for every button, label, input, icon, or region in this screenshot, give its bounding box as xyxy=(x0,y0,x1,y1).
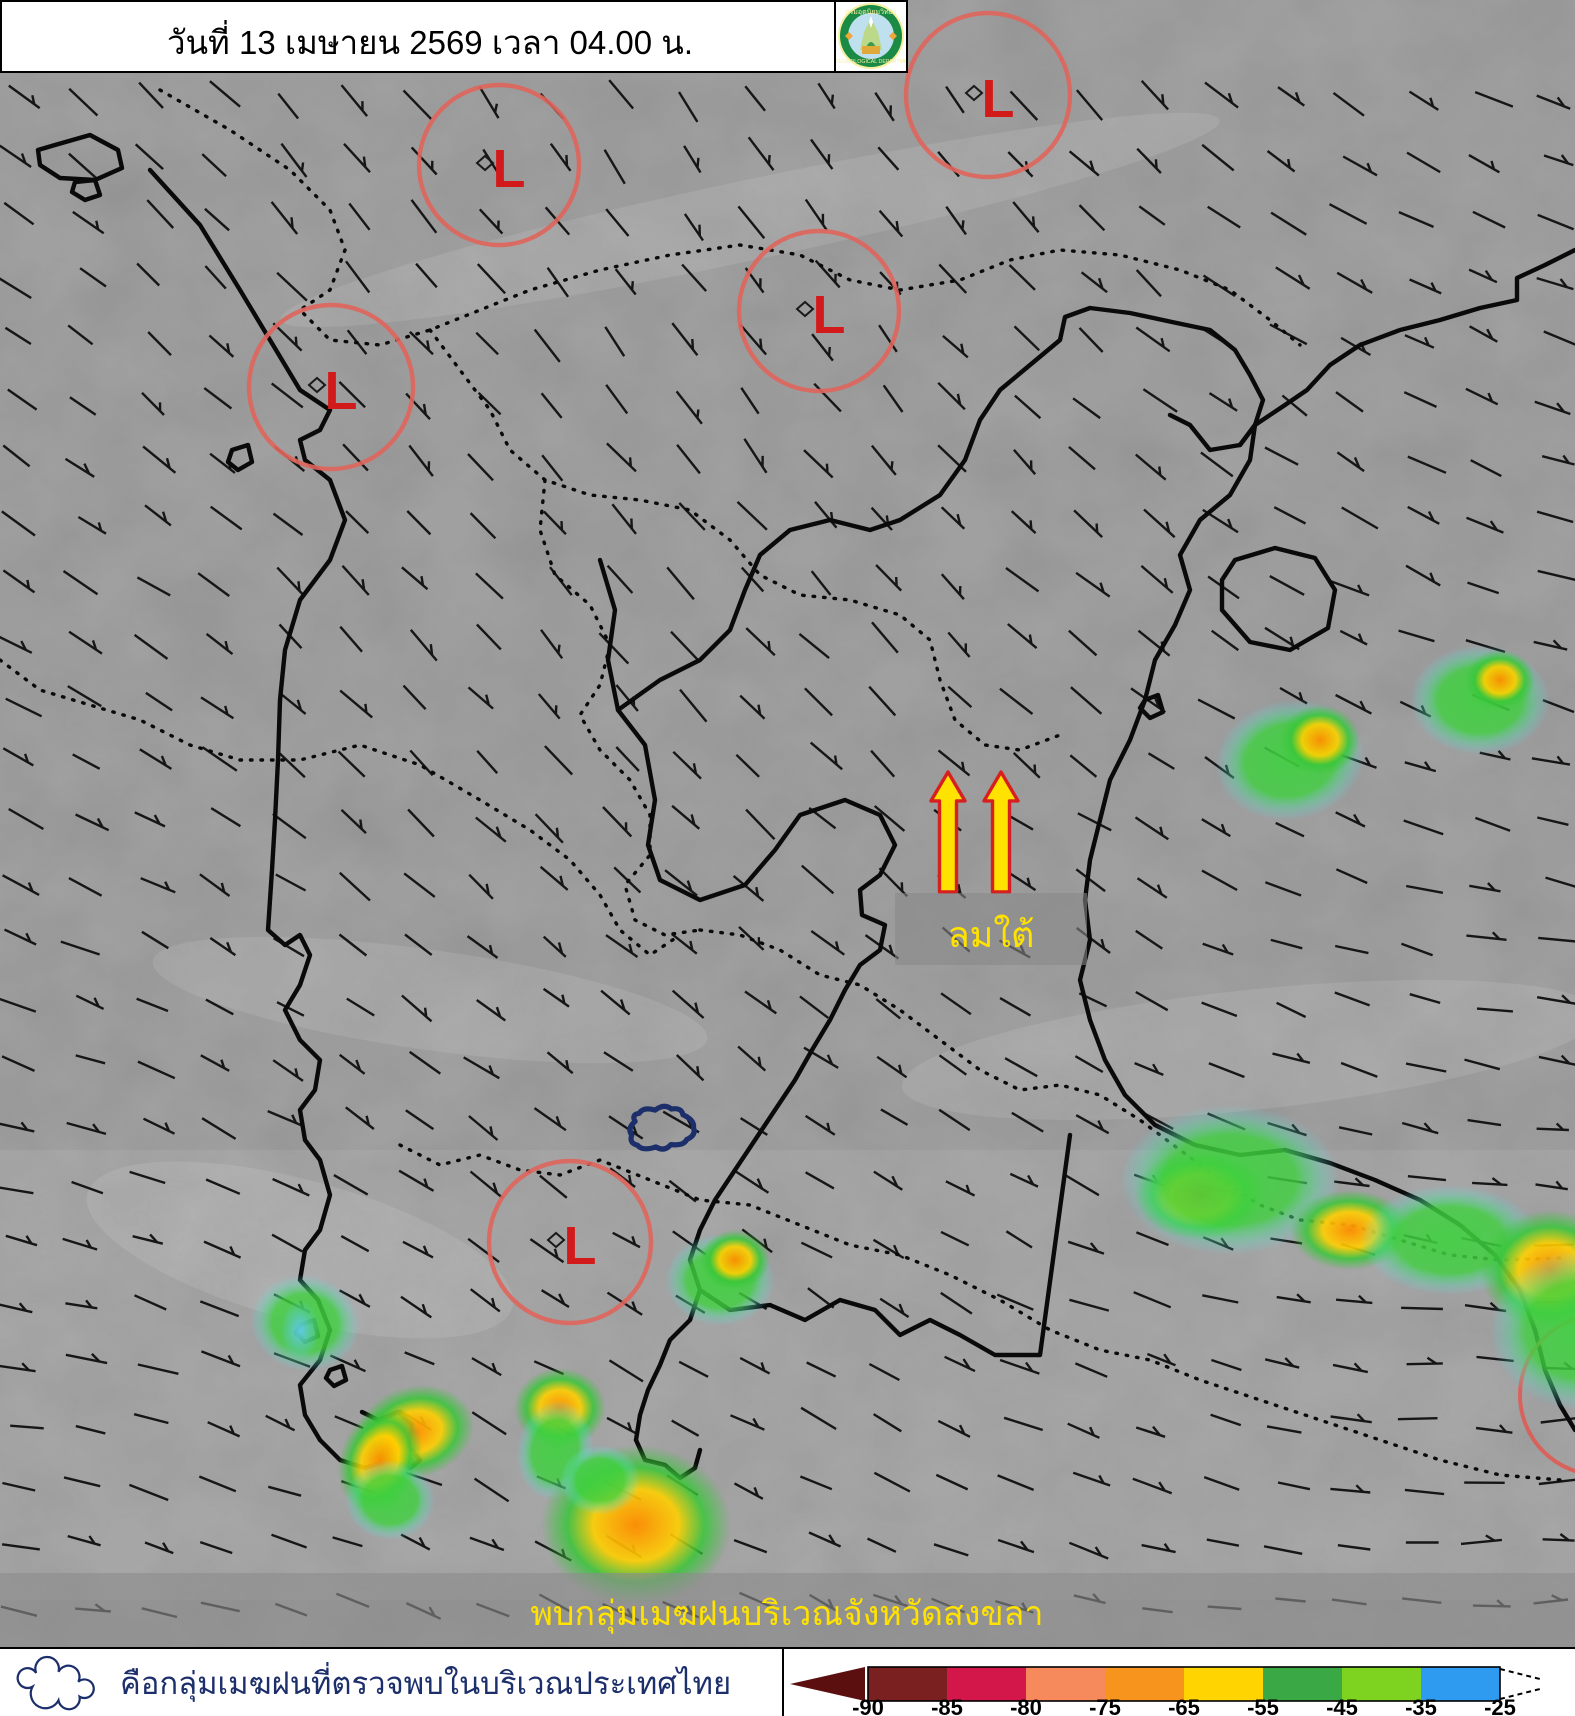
svg-text:L: L xyxy=(982,69,1015,129)
svg-text:-80: -80 xyxy=(1010,1695,1042,1716)
svg-text:L: L xyxy=(493,139,526,199)
svg-text:คือกลุ่มเมฆฝนที่ตรวจพบในบริเวณ: คือกลุ่มเมฆฝนที่ตรวจพบในบริเวณประเทศไทย xyxy=(120,1662,731,1703)
svg-text:-55: -55 xyxy=(1247,1695,1279,1716)
svg-text:พบกลุ่มเมฆฝนบริเวณจังหวัดสงขลา: พบกลุ่มเมฆฝนบริเวณจังหวัดสงขลา xyxy=(531,1595,1044,1634)
svg-text:L: L xyxy=(813,285,846,345)
svg-text:-75: -75 xyxy=(1089,1695,1121,1716)
svg-text:กรมอุตุนิยมวิทยา: กรมอุตุนิยมวิทยา xyxy=(845,8,897,16)
svg-text:METEOROLOGICAL DEPARTMENT: METEOROLOGICAL DEPARTMENT xyxy=(836,59,906,65)
svg-text:-85: -85 xyxy=(931,1695,963,1716)
svg-text:ลมใต้: ลมใต้ xyxy=(948,914,1035,955)
svg-text:-45: -45 xyxy=(1326,1695,1358,1716)
svg-text:L: L xyxy=(564,1216,597,1276)
svg-text:-65: -65 xyxy=(1168,1695,1200,1716)
svg-text:-35: -35 xyxy=(1405,1695,1437,1716)
svg-text:L: L xyxy=(325,361,358,421)
